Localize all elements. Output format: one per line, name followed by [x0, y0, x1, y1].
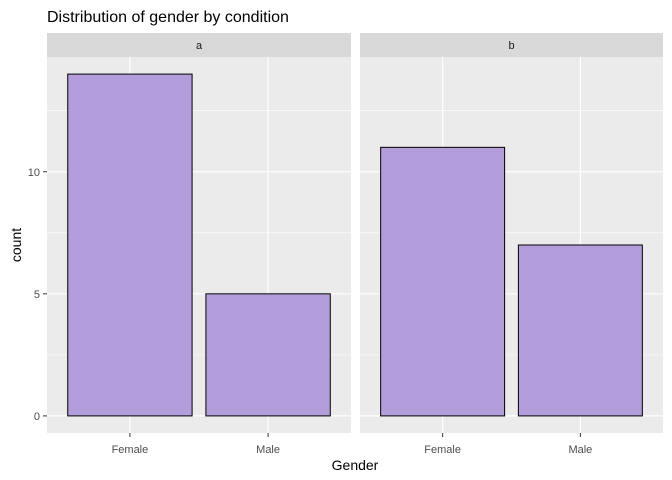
x-tick-label: Male: [256, 444, 280, 456]
bar-a-male: [205, 293, 331, 417]
bar-a-female: [67, 73, 193, 417]
facet-panel-b: b Female Male: [360, 33, 663, 456]
facet-strip-label: a: [196, 40, 203, 52]
bar-b-male: [517, 244, 643, 417]
chart-title: Distribution of gender by condition: [47, 9, 289, 26]
x-tick-label: Male: [568, 444, 592, 456]
x-tick-label: Female: [112, 444, 149, 456]
y-tick-label: 0: [34, 411, 40, 423]
facet-panel-a: a Female Male 0 5 10: [28, 33, 351, 456]
y-axis-title: count: [8, 228, 24, 262]
x-tick-label: Female: [424, 444, 461, 456]
facet-strip: [47, 33, 351, 57]
x-axis-title: Gender: [332, 457, 379, 473]
facet-strip: [360, 33, 663, 57]
y-tick-label: 5: [34, 289, 40, 301]
facet-strip-label: b: [508, 40, 514, 52]
y-tick-label: 10: [28, 167, 40, 179]
bar-b-female: [380, 146, 506, 417]
